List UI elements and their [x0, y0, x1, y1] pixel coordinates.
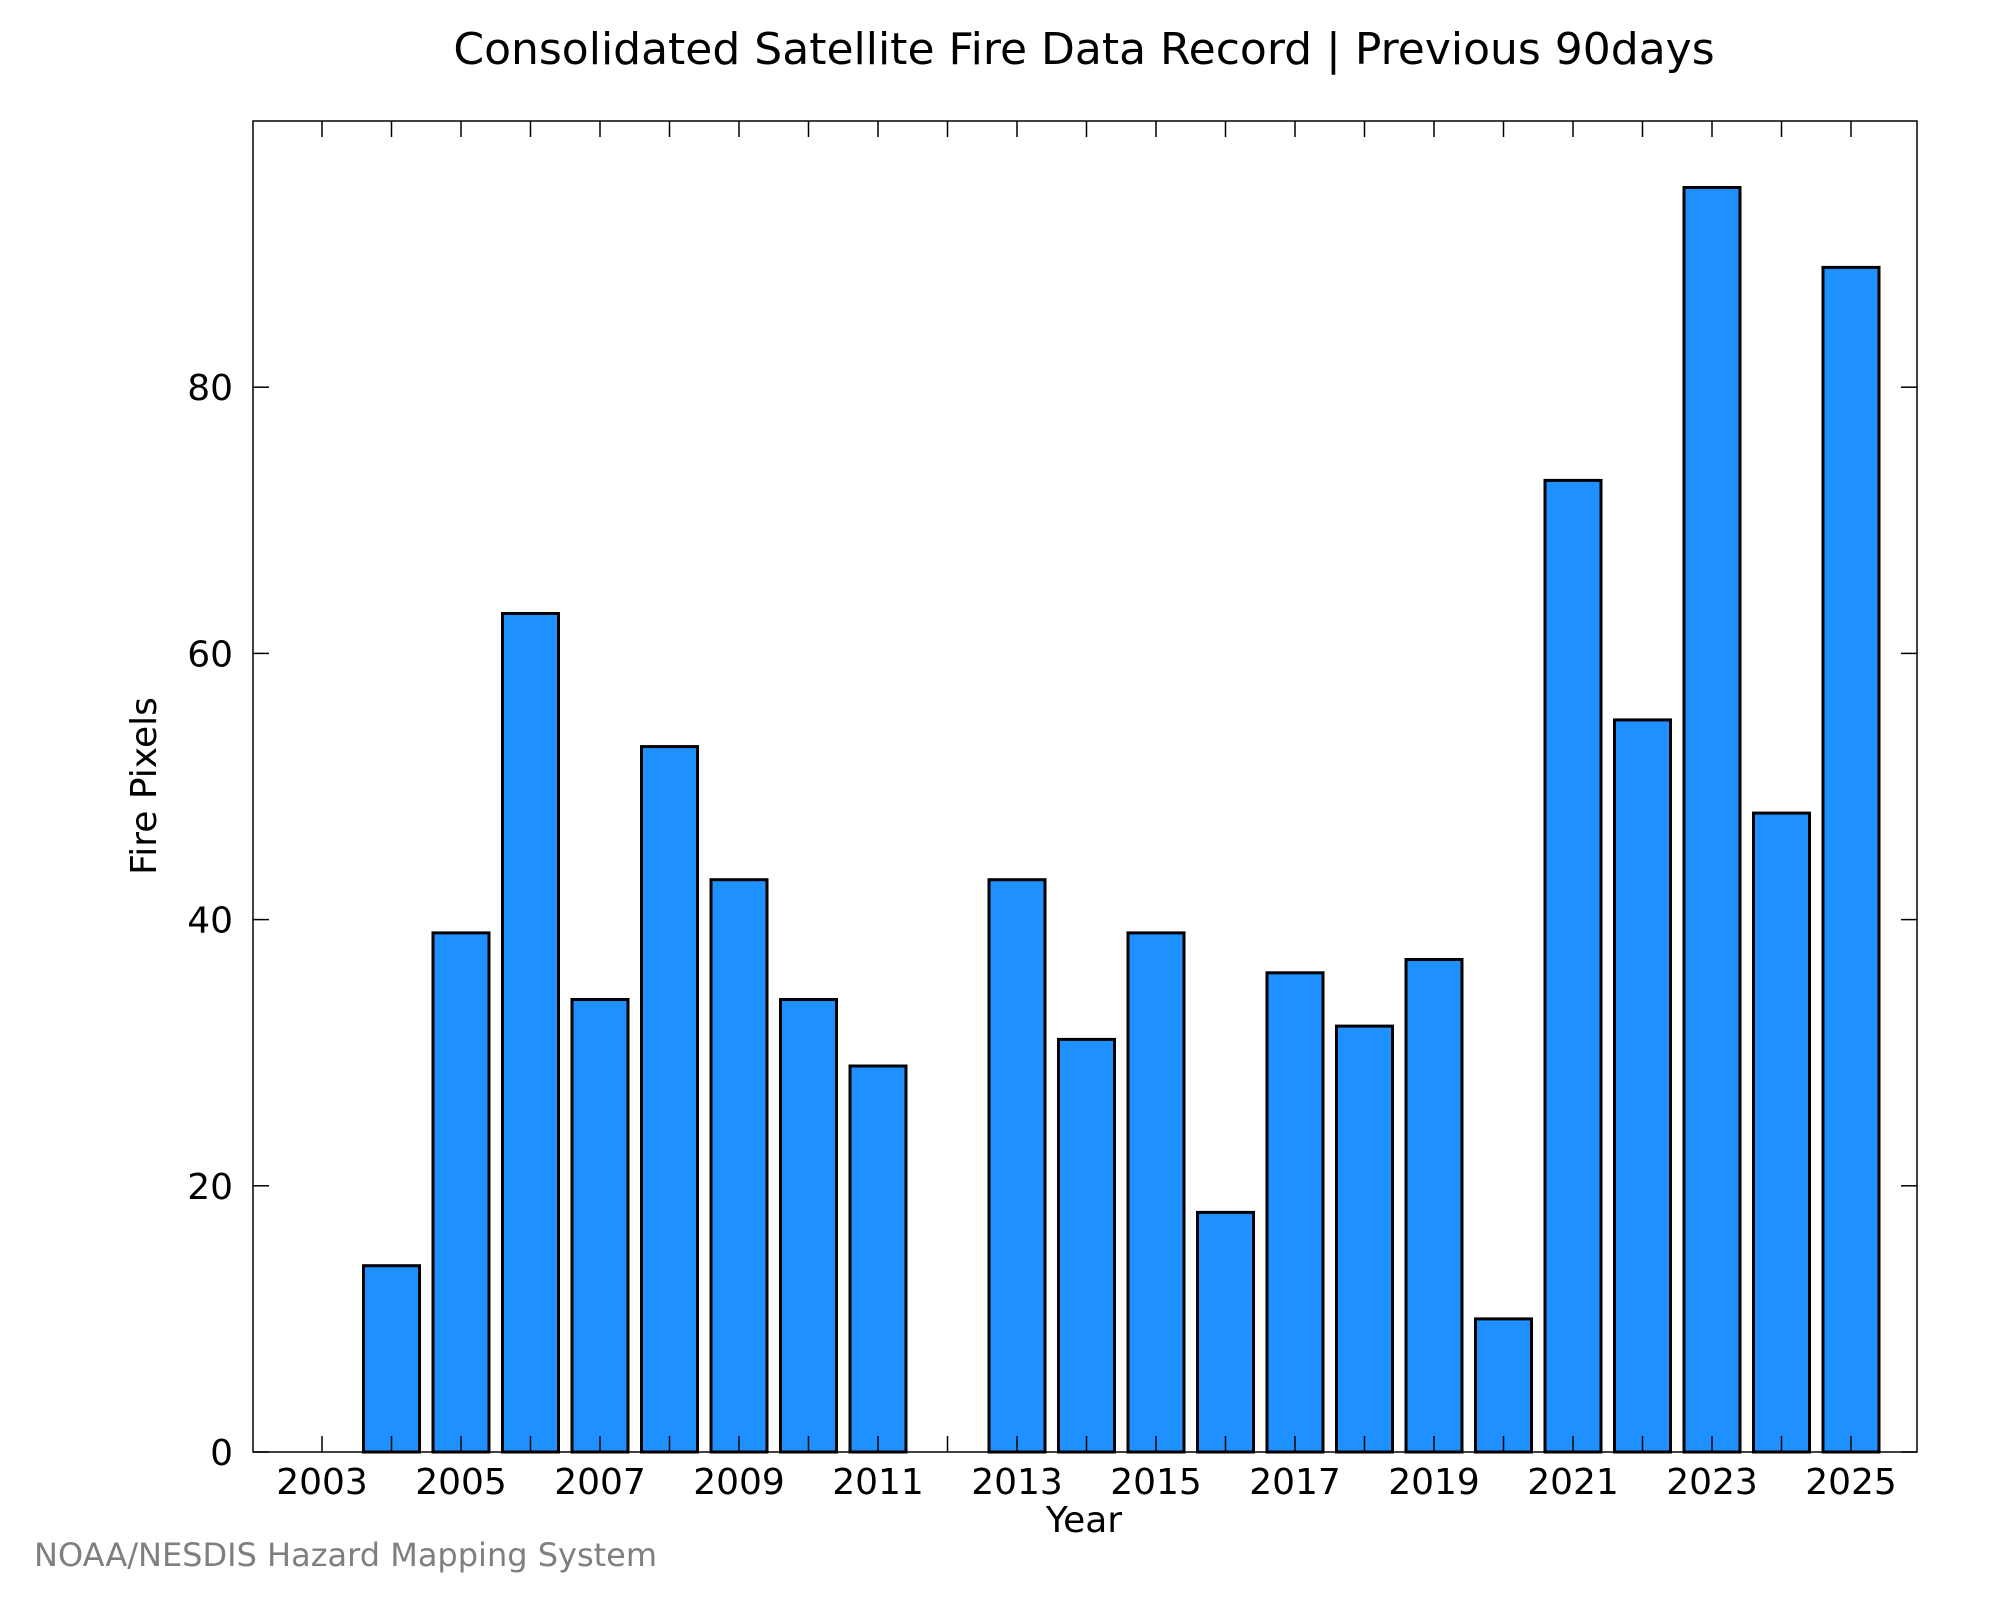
- bar-2011: [848, 1064, 908, 1454]
- bar-2007: [570, 998, 630, 1454]
- x-tick-label-2009: 2009: [693, 1462, 785, 1503]
- x-tick-label-2013: 2013: [971, 1462, 1063, 1503]
- y-tick-label-60: 60: [187, 634, 233, 675]
- x-tick-label-2003: 2003: [276, 1462, 368, 1503]
- chart-title: Consolidated Satellite Fire Data Record …: [453, 24, 1714, 75]
- x-tick-label-2025: 2025: [1805, 1462, 1897, 1503]
- x-tick-label-2007: 2007: [554, 1462, 646, 1503]
- x-tick-label-2011: 2011: [832, 1462, 924, 1503]
- bar-2024: [1752, 811, 1811, 1454]
- y-tick-label-20: 20: [187, 1167, 233, 1208]
- bar-2008: [640, 745, 699, 1454]
- bar-2022: [1613, 718, 1672, 1454]
- bar-2006: [501, 612, 560, 1454]
- bar-2017: [1265, 971, 1325, 1454]
- bar-2018: [1335, 1024, 1394, 1454]
- x-axis-label: Year: [1045, 1500, 1122, 1541]
- y-tick-label-0: 0: [210, 1433, 233, 1474]
- bar-2013: [987, 878, 1047, 1454]
- bar-2020: [1474, 1317, 1533, 1454]
- bars-group: [362, 186, 1881, 1454]
- x-tick-label-2015: 2015: [1110, 1462, 1202, 1503]
- bar-2021: [1543, 478, 1603, 1454]
- bar-2010: [779, 998, 838, 1454]
- bar-2023: [1682, 186, 1742, 1454]
- x-tick-label-2017: 2017: [1249, 1462, 1341, 1503]
- bar-2005: [431, 931, 491, 1454]
- plot-frame: [252, 120, 1918, 1453]
- bar-2025: [1821, 265, 1881, 1454]
- bar-2019: [1404, 958, 1464, 1454]
- bar-2004: [362, 1264, 421, 1454]
- x-tick-label-2021: 2021: [1527, 1462, 1619, 1503]
- x-tick-label-2019: 2019: [1388, 1462, 1480, 1503]
- ticks-group: 0 20 40 60 80 2003 2005 2007 2009 2011 2013 2015 201…: [187, 121, 1917, 1503]
- y-axis-label: Fire Pixels: [124, 697, 165, 875]
- bar-2015: [1126, 931, 1186, 1454]
- bar-2014: [1057, 1037, 1116, 1454]
- y-tick-label-40: 40: [187, 901, 233, 942]
- bar-2016: [1196, 1210, 1255, 1454]
- bar-2009: [709, 878, 769, 1454]
- x-tick-label-2023: 2023: [1666, 1462, 1758, 1503]
- x-tick-label-2005: 2005: [415, 1462, 507, 1503]
- credit-text: NOAA/NESDIS Hazard Mapping System: [34, 1536, 658, 1574]
- y-tick-label-80: 80: [187, 368, 233, 409]
